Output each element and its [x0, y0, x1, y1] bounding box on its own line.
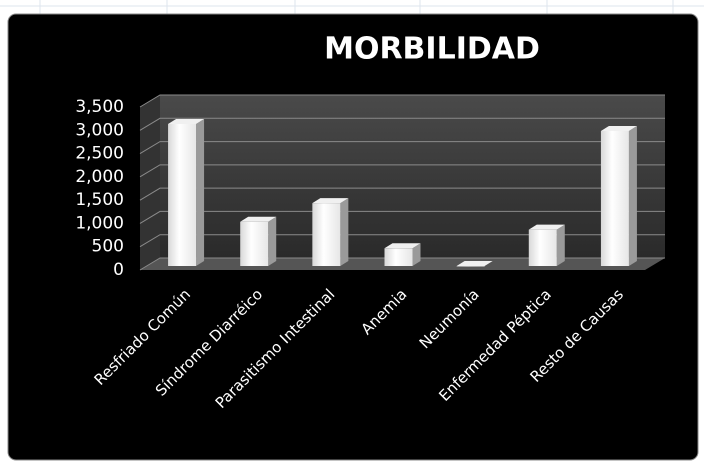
- bar-top: [312, 198, 349, 204]
- y-tick-label: 500: [92, 237, 124, 257]
- bar-front: [456, 266, 485, 267]
- bar-top: [168, 118, 205, 124]
- grid-line: [139, 117, 665, 131]
- bar: [168, 118, 205, 266]
- bar-top: [384, 243, 421, 249]
- bar-side: [268, 216, 277, 266]
- bar-front: [240, 221, 269, 266]
- bar-front: [384, 248, 413, 266]
- bar: [456, 261, 493, 267]
- bar: [312, 198, 349, 266]
- y-tick-label: 3,000: [75, 120, 124, 140]
- grid-line: [139, 141, 665, 155]
- grid-line: [139, 94, 665, 108]
- bar-front: [168, 123, 197, 266]
- bar-side: [556, 224, 565, 266]
- chart-title: MORBILIDAD: [324, 32, 540, 67]
- y-tick-label: 0: [113, 260, 124, 280]
- y-tick-label: 1,000: [75, 213, 124, 233]
- y-tick-label: 2,500: [75, 144, 124, 164]
- bar-side: [196, 118, 205, 266]
- bar-top: [456, 261, 493, 266]
- bar-front: [528, 229, 557, 266]
- y-tick-label: 2,000: [75, 167, 124, 187]
- side-wall: [140, 95, 160, 270]
- grid-line: [139, 257, 665, 271]
- bar-top: [600, 125, 637, 131]
- bar: [600, 125, 637, 266]
- sheet-grid: [0, 0, 704, 14]
- bar-side: [340, 198, 349, 266]
- y-tick-label: 1,500: [75, 190, 124, 210]
- bar: [384, 243, 421, 266]
- bar-front: [600, 130, 629, 266]
- bar: [240, 216, 277, 266]
- grid-line: [139, 234, 665, 248]
- bar-side: [412, 243, 421, 266]
- grid-line: [139, 164, 665, 178]
- grid-line: [139, 210, 665, 224]
- y-tick-label: 3,500: [75, 97, 124, 117]
- grid-line: [139, 187, 665, 201]
- bar: [528, 224, 565, 266]
- bar-top: [528, 224, 565, 230]
- bar-front: [312, 203, 341, 266]
- back-wall: [160, 95, 665, 258]
- bar-top: [240, 216, 277, 222]
- bar-side: [628, 125, 637, 266]
